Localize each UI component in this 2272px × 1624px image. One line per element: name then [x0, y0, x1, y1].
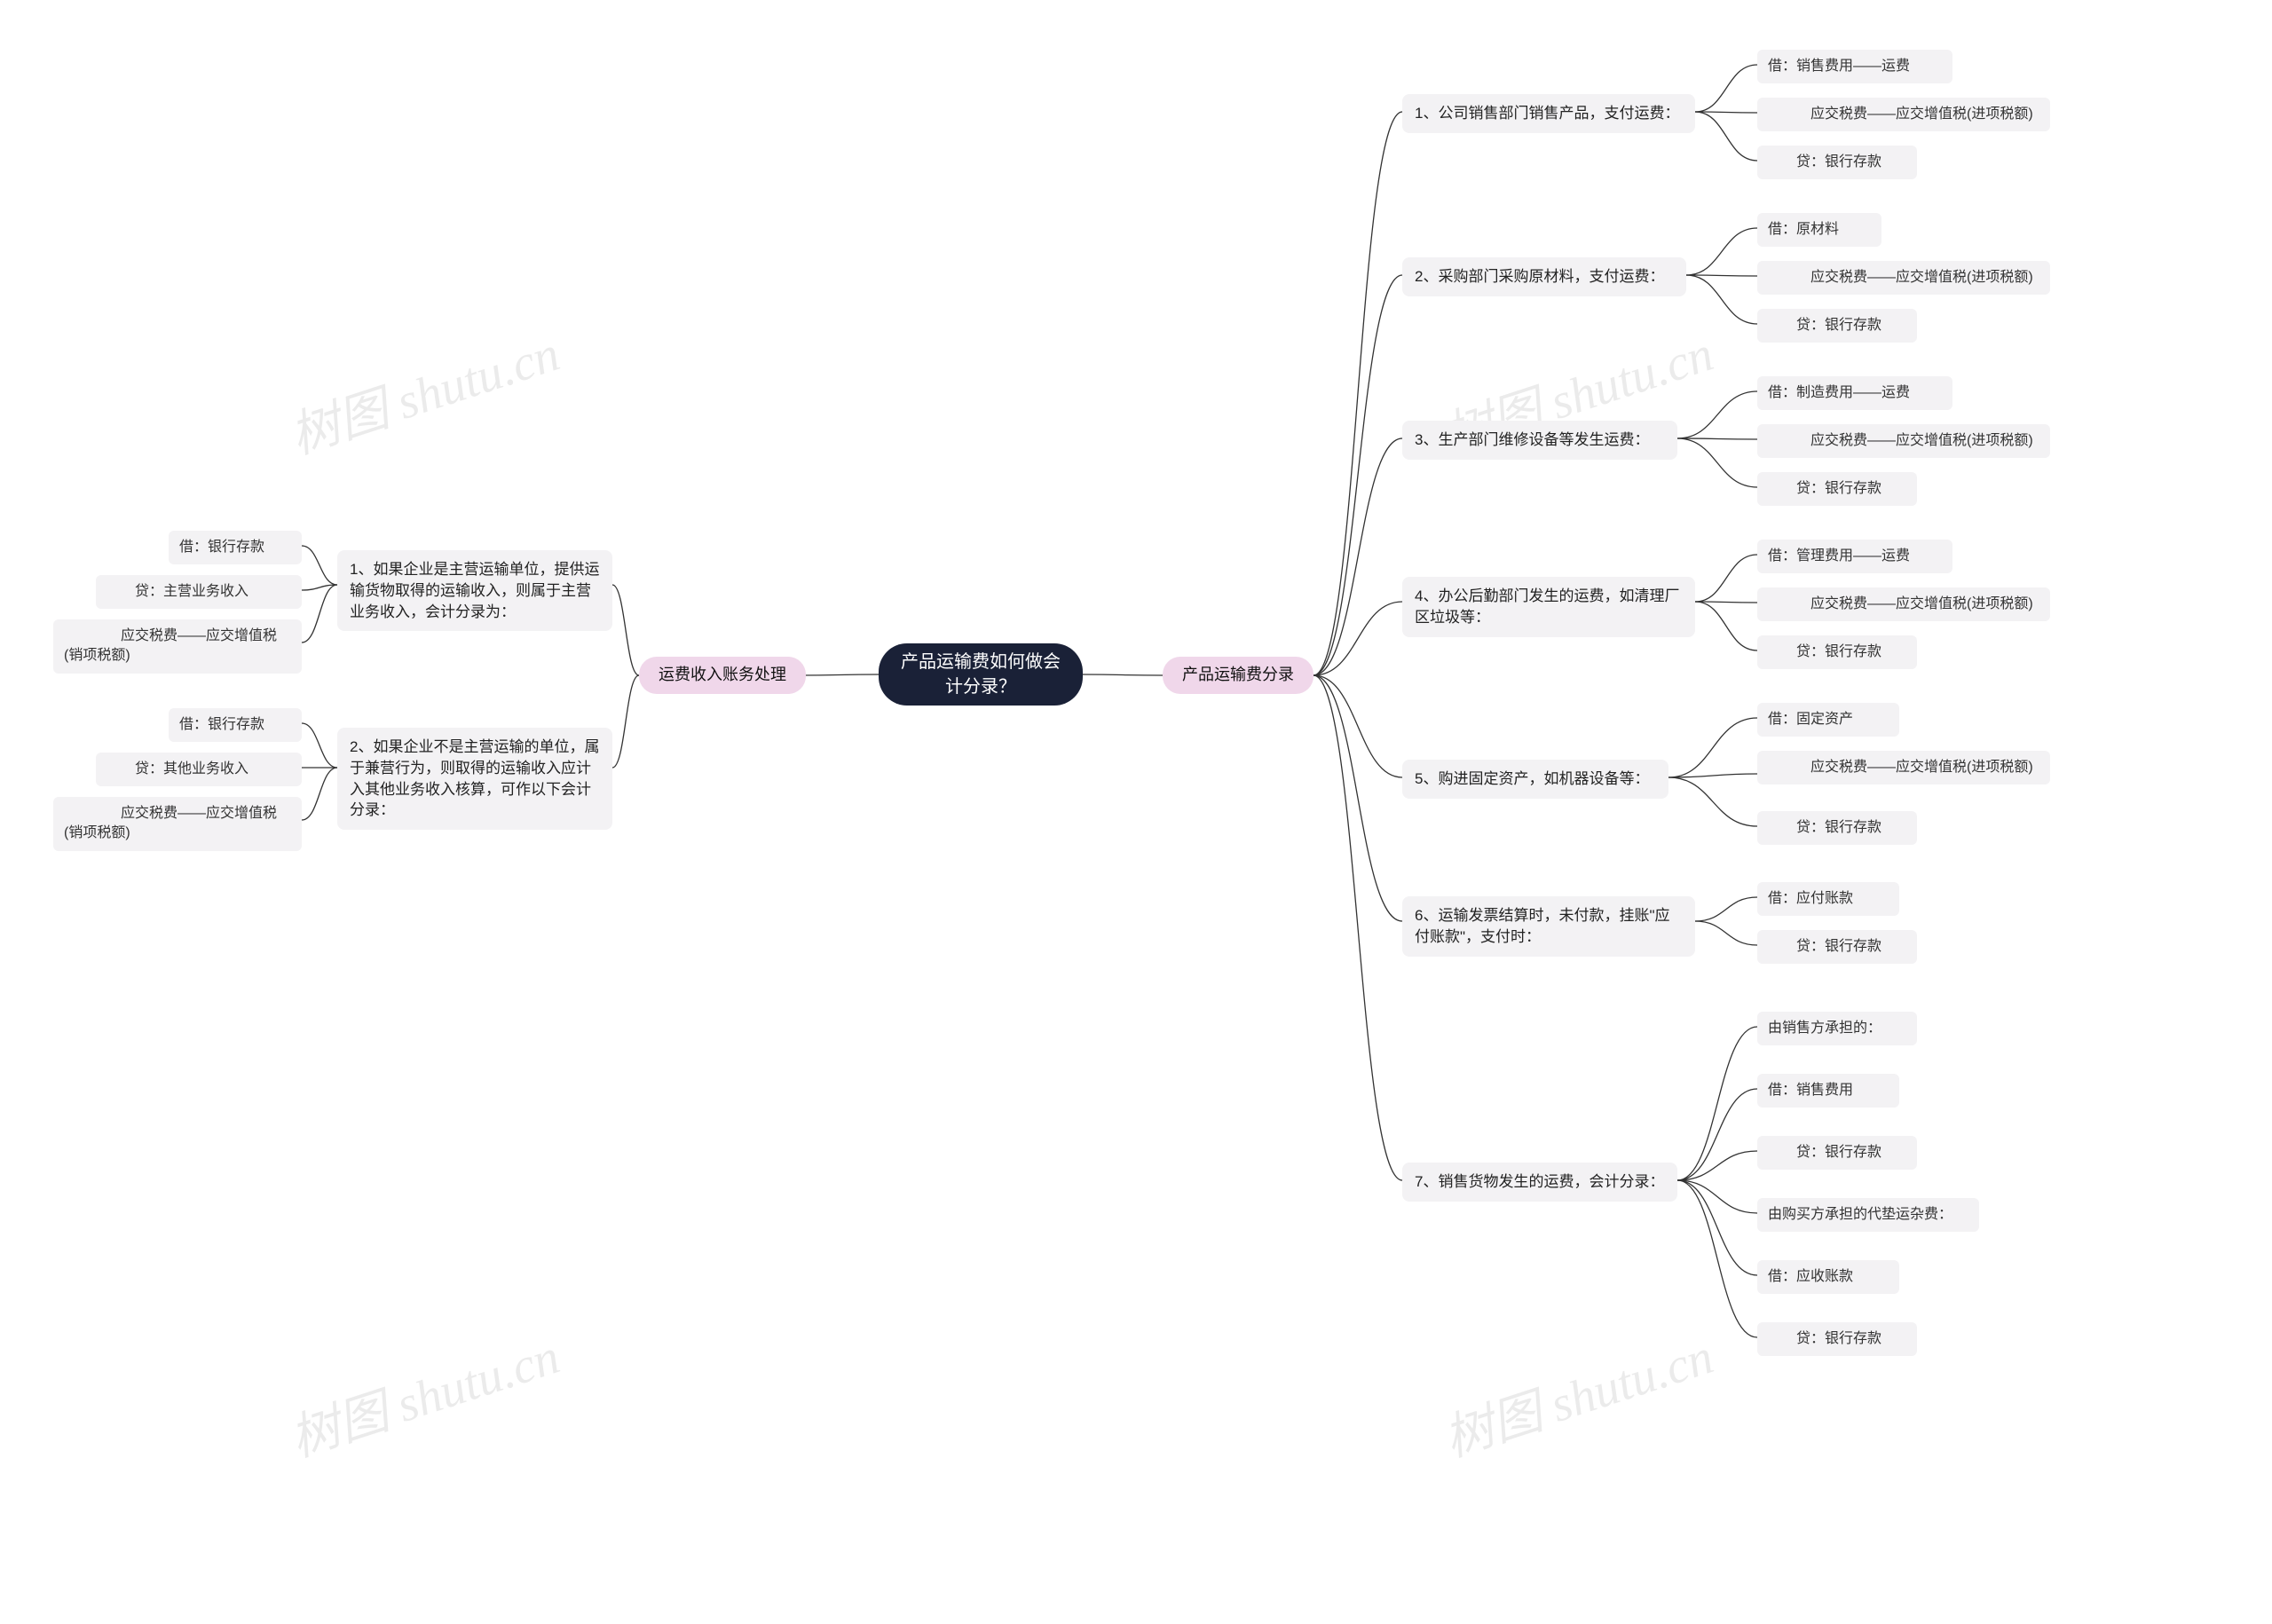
watermark: 树图 shutu.cn [280, 313, 567, 468]
leaf-node: 由购买方承担的代垫运杂费： [1757, 1198, 1979, 1232]
leaf-node: 贷：银行存款 [1757, 811, 1917, 845]
sub-node-r2[interactable]: 2、采购部门采购原材料，支付运费： [1402, 257, 1686, 296]
root-node[interactable]: 产品运输费如何做会计分录？ [879, 643, 1083, 706]
leaf-node: 贷：银行存款 [1757, 635, 1917, 669]
leaf-node: 贷：其他业务收入 [96, 753, 302, 786]
sub-node-r5[interactable]: 5、购进固定资产，如机器设备等： [1402, 760, 1668, 799]
sub-node-l1[interactable]: 1、如果企业是主营运输单位，提供运输货物取得的运输收入，则属于主营业务收入，会计… [337, 550, 612, 631]
leaf-node: 借：银行存款 [169, 531, 302, 564]
leaf-node: 借：固定资产 [1757, 703, 1899, 737]
watermark: 树图 shutu.cn [1433, 1316, 1721, 1470]
leaf-node: 借：制造费用——运费 [1757, 376, 1952, 410]
leaf-node: 贷：银行存款 [1757, 930, 1917, 964]
leaf-node: 应交税费——应交增值税(销项税额) [53, 797, 302, 851]
leaf-node: 贷：银行存款 [1757, 1136, 1917, 1170]
sub-node-r4[interactable]: 4、办公后勤部门发生的运费，如清理厂区垃圾等： [1402, 577, 1695, 637]
leaf-node: 应交税费——应交增值税(进项税额) [1757, 751, 2050, 784]
leaf-node: 应交税费——应交增值税(进项税额) [1757, 98, 2050, 131]
leaf-node: 借：管理费用——运费 [1757, 540, 1952, 573]
leaf-node: 借：销售费用——运费 [1757, 50, 1952, 83]
sub-node-r3[interactable]: 3、生产部门维修设备等发生运费： [1402, 421, 1677, 460]
sub-node-r7[interactable]: 7、销售货物发生的运费，会计分录： [1402, 1163, 1677, 1202]
branch-left[interactable]: 运费收入账务处理 [639, 657, 806, 694]
leaf-node: 应交税费——应交增值税(进项税额) [1757, 424, 2050, 458]
leaf-node: 借：应付账款 [1757, 882, 1899, 916]
leaf-node: 借：原材料 [1757, 213, 1882, 247]
sub-node-r6[interactable]: 6、运输发票结算时，未付款，挂账"应付账款"，支付时： [1402, 896, 1695, 957]
branch-right[interactable]: 产品运输费分录 [1163, 657, 1314, 694]
leaf-node: 应交税费——应交增值税(进项税额) [1757, 587, 2050, 621]
sub-node-l2[interactable]: 2、如果企业不是主营运输的单位，属于兼营行为，则取得的运输收入应计入其他业务收入… [337, 728, 612, 830]
sub-node-r1[interactable]: 1、公司销售部门销售产品，支付运费： [1402, 94, 1695, 133]
leaf-node: 贷：银行存款 [1757, 1322, 1917, 1356]
watermark: 树图 shutu.cn [280, 1316, 567, 1470]
leaf-node: 借：银行存款 [169, 708, 302, 742]
leaf-node: 贷：银行存款 [1757, 309, 1917, 343]
leaf-node: 应交税费——应交增值税(进项税额) [1757, 261, 2050, 295]
leaf-node: 贷：主营业务收入 [96, 575, 302, 609]
leaf-node: 应交税费——应交增值税(销项税额) [53, 619, 302, 674]
leaf-node: 由销售方承担的： [1757, 1012, 1917, 1045]
leaf-node: 借：销售费用 [1757, 1074, 1899, 1108]
leaf-node: 贷：银行存款 [1757, 472, 1917, 506]
leaf-node: 贷：银行存款 [1757, 146, 1917, 179]
leaf-node: 借：应收账款 [1757, 1260, 1899, 1294]
